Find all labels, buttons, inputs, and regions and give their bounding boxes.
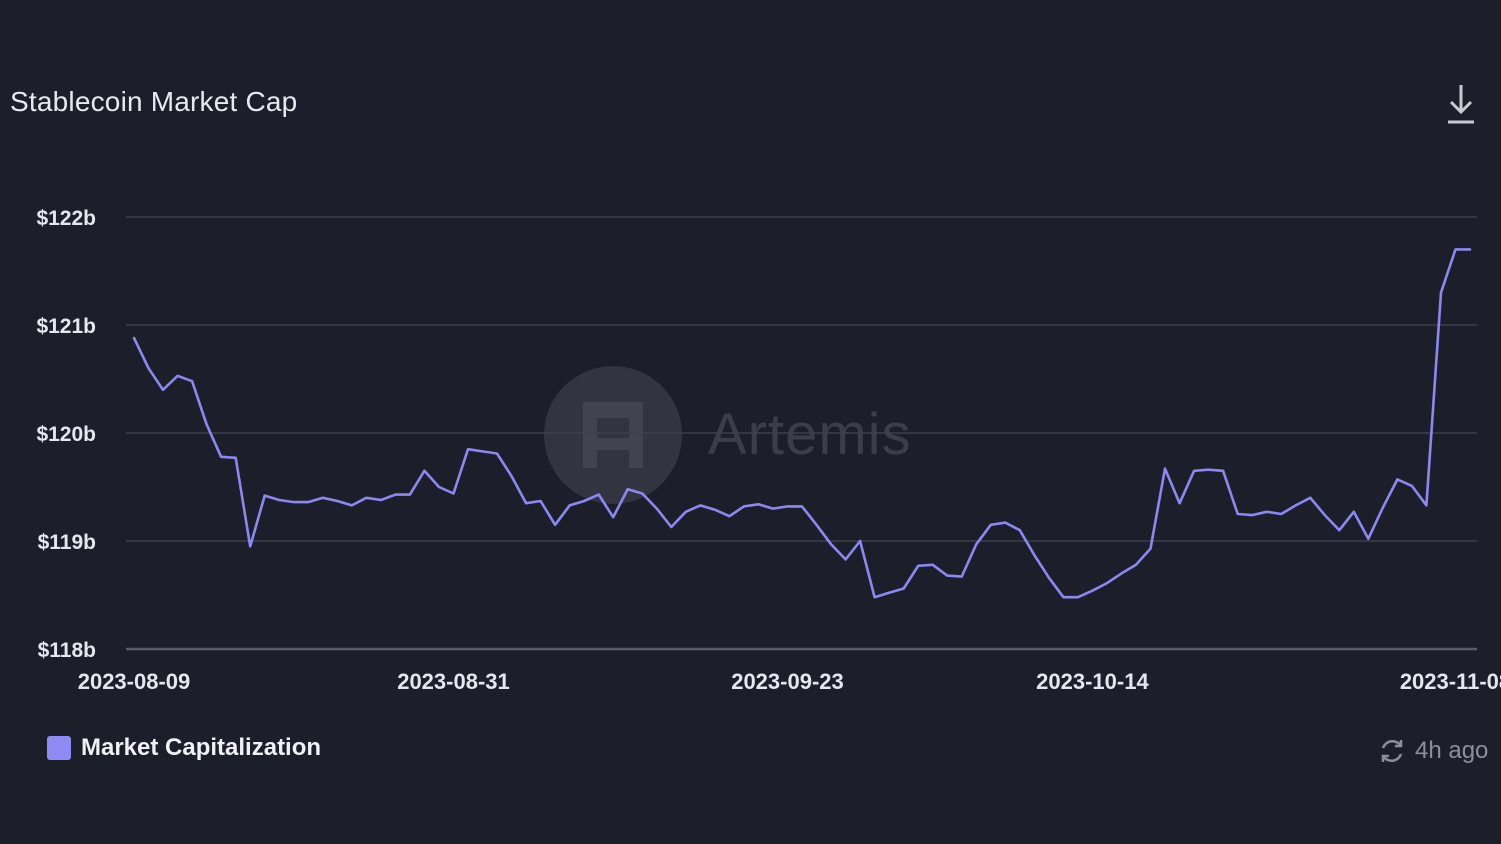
updated-text: 4h ago (1415, 737, 1489, 764)
y-tick-label: $119b (38, 531, 96, 554)
download-icon (1448, 85, 1474, 124)
y-tick-label: $120b (36, 423, 96, 446)
x-tick-label: 2023-08-31 (397, 669, 510, 694)
x-axis: 2023-08-09 2023-08-31 2023-09-23 2023-10-14… (78, 669, 1501, 694)
refresh-icon[interactable] (1377, 736, 1407, 766)
artemis-watermark: Artemis (544, 366, 912, 504)
series-layer (132, 248, 1472, 599)
y-tick-label: $122b (36, 207, 96, 230)
y-axis: $122b $121b $120b $119b $118b (36, 207, 96, 662)
legend-swatch (47, 736, 71, 760)
download-button[interactable] (1442, 82, 1480, 128)
x-tick-label: 2023-09-23 (731, 669, 844, 694)
watermark-text: Artemis (708, 402, 912, 467)
chart-title: Stablecoin Market Cap (10, 86, 298, 117)
last-updated: 4h ago (1377, 736, 1488, 766)
x-tick-label: 2023-10-14 (1036, 669, 1149, 694)
legend-label: Market Capitalization (81, 734, 322, 761)
y-tick-label: $121b (36, 315, 96, 338)
y-tick-label: $118b (38, 639, 96, 662)
series-line-market-capitalization (132, 248, 1472, 599)
grid-lines (126, 216, 1477, 651)
x-tick-label: 2023-11-08 (1400, 669, 1501, 694)
x-tick-label: 2023-08-09 (78, 669, 191, 694)
legend-item-market-capitalization[interactable]: Market Capitalization (47, 734, 321, 762)
